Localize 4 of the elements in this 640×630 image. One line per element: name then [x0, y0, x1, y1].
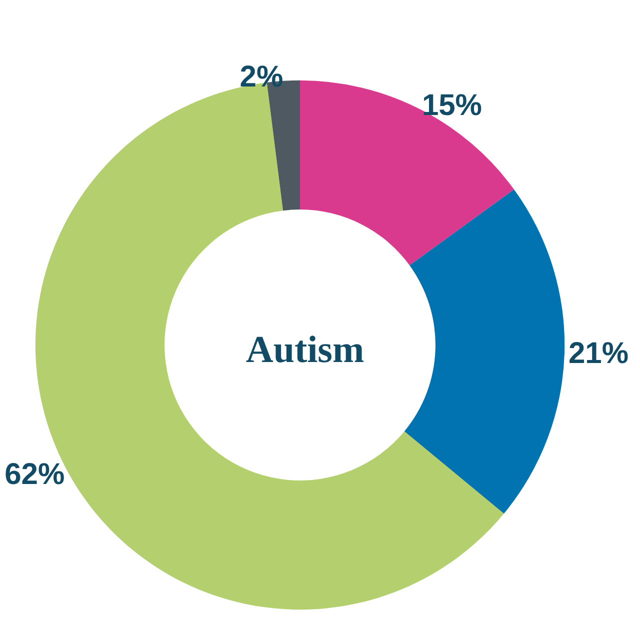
- text: Autism: [246, 329, 364, 371]
- data-label: 21%: [568, 336, 629, 370]
- data-label: 62%: [4, 458, 65, 491]
- data-label: 15%: [422, 89, 482, 122]
